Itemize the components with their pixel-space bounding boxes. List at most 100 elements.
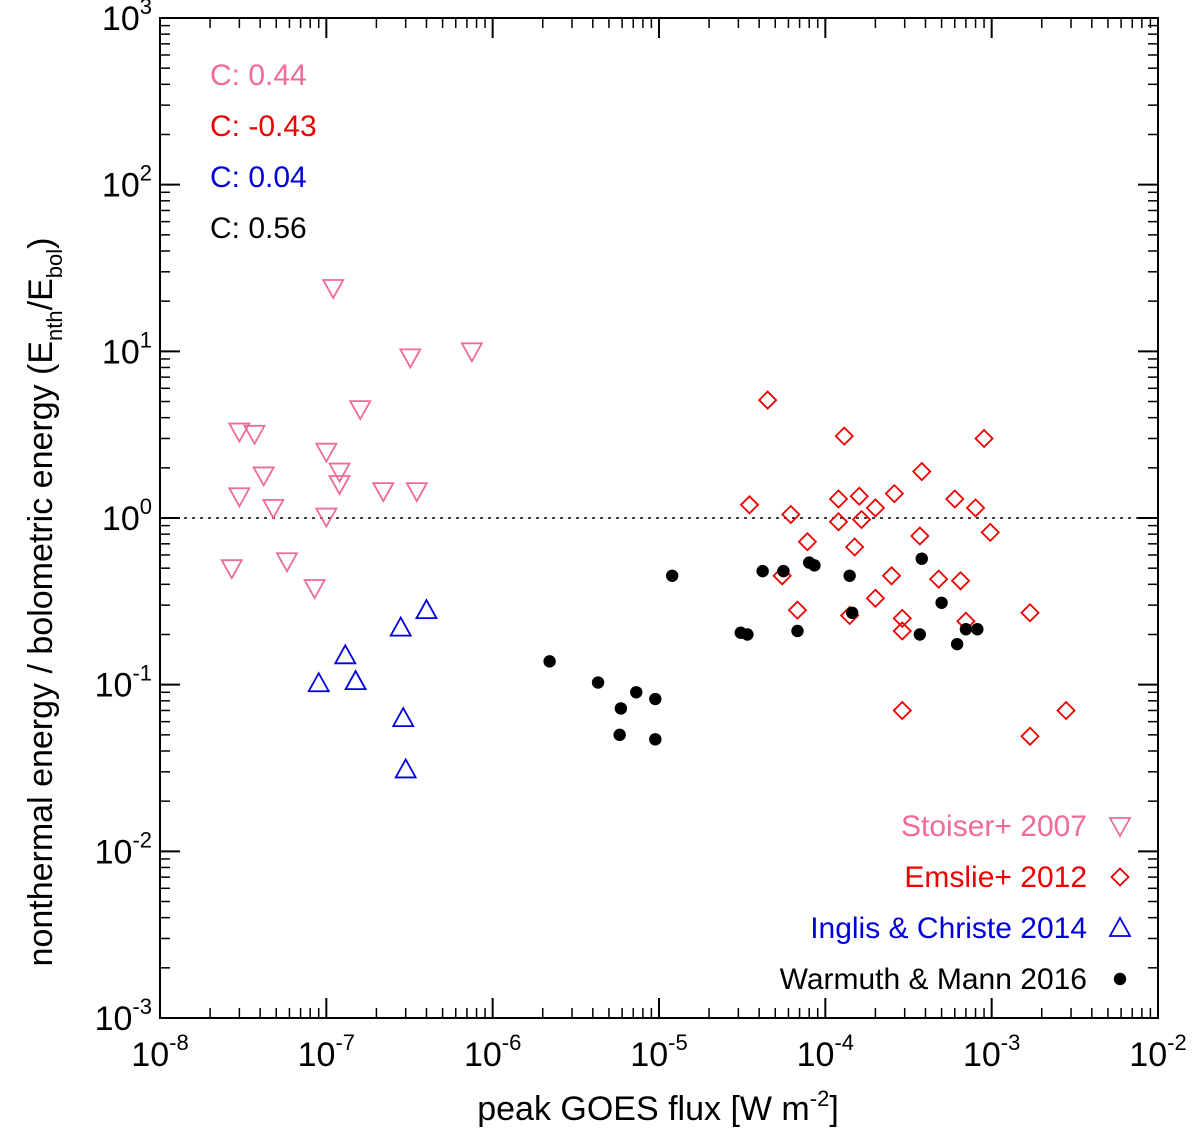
data-point — [844, 537, 865, 557]
y-tick-label: 103 — [102, 0, 152, 38]
data-point — [971, 623, 984, 636]
data-point — [787, 600, 808, 620]
legend-label: Inglis & Christe 2014 — [810, 912, 1087, 945]
data-point — [757, 390, 778, 410]
data-point — [865, 588, 886, 609]
correlation-label: C: 0.04 — [210, 161, 307, 194]
data-point — [843, 569, 856, 582]
legend-marker — [1110, 867, 1130, 887]
data-point — [797, 532, 818, 552]
legend-marker — [1108, 817, 1132, 838]
data-point — [327, 462, 352, 484]
y-tick-label: 10-1 — [95, 661, 152, 705]
series-group-2 — [307, 598, 439, 779]
data-point — [892, 700, 913, 721]
data-point — [543, 655, 556, 668]
data-point — [630, 686, 643, 699]
data-point — [344, 669, 368, 691]
data-point — [892, 621, 913, 641]
y-tick-label: 101 — [102, 327, 152, 371]
data-point — [321, 279, 345, 300]
data-point — [220, 559, 244, 581]
series-group-1 — [739, 390, 1076, 747]
legend-marker — [1108, 916, 1132, 937]
data-point — [849, 486, 870, 507]
legend-marker — [1113, 972, 1127, 986]
data-point — [261, 498, 285, 520]
data-point — [394, 757, 418, 779]
x-tick-label: 10-8 — [131, 1030, 188, 1074]
data-point — [314, 442, 338, 464]
data-point — [665, 569, 679, 582]
data-point — [333, 643, 357, 665]
data-point — [275, 552, 299, 574]
data-point — [834, 426, 855, 446]
data-point — [460, 342, 484, 364]
legend-label: Stoiser+ 2007 — [901, 810, 1087, 843]
data-point — [915, 552, 928, 565]
data-point — [398, 348, 422, 370]
data-point — [1020, 602, 1040, 623]
correlation-label: C: 0.44 — [210, 59, 307, 92]
data-point — [913, 628, 927, 641]
data-point — [959, 623, 973, 636]
data-point — [928, 569, 949, 589]
data-point — [314, 507, 338, 529]
data-point — [327, 475, 352, 496]
data-point — [307, 671, 331, 693]
data-point — [911, 461, 932, 482]
data-point — [808, 559, 821, 572]
data-point — [614, 702, 628, 715]
data-point — [591, 676, 605, 689]
data-point — [1056, 700, 1076, 721]
x-tick-label: 10-3 — [963, 1030, 1020, 1074]
correlation-label: C: 0.56 — [210, 212, 307, 245]
y-tick-label: 10-2 — [95, 827, 152, 871]
data-point — [227, 487, 251, 509]
data-point — [649, 692, 662, 706]
data-point — [881, 566, 902, 586]
series-group-0 — [220, 279, 484, 600]
data-point — [371, 482, 395, 503]
data-point — [865, 498, 886, 518]
data-point — [935, 596, 948, 609]
data-point — [405, 482, 429, 503]
legend-label: Warmuth & Mann 2016 — [780, 963, 1087, 996]
data-point — [227, 422, 251, 444]
data-point — [980, 522, 1000, 543]
data-point — [613, 728, 626, 742]
data-point — [828, 489, 849, 509]
data-point — [414, 598, 439, 620]
data-point — [965, 498, 986, 518]
legend-label: Emslie+ 2012 — [904, 861, 1087, 894]
x-tick-label: 10-4 — [797, 1030, 854, 1074]
data-point — [303, 579, 327, 600]
data-point — [950, 571, 971, 591]
x-axis-label: peak GOES flux [W m-2] — [477, 1086, 839, 1128]
data-point — [950, 637, 964, 651]
series-group-3 — [543, 552, 984, 746]
data-point — [756, 564, 769, 578]
data-point — [791, 624, 804, 638]
data-point — [739, 495, 760, 515]
correlation-label: C: -0.43 — [210, 110, 317, 143]
data-point — [910, 526, 930, 546]
x-tick-label: 10-2 — [1129, 1030, 1186, 1074]
data-point — [391, 706, 415, 728]
data-point — [944, 489, 965, 509]
data-point — [851, 509, 872, 530]
x-tick-label: 10-6 — [464, 1030, 521, 1074]
data-point — [781, 504, 801, 525]
x-tick-label: 10-5 — [630, 1030, 687, 1074]
data-point — [348, 400, 372, 421]
data-point — [892, 608, 913, 629]
data-point — [1020, 726, 1040, 747]
data-point — [828, 511, 849, 532]
data-point — [974, 428, 994, 449]
data-point — [777, 564, 790, 578]
data-point — [741, 628, 754, 641]
x-tick-label: 10-7 — [298, 1030, 355, 1074]
y-tick-label: 10-3 — [95, 994, 152, 1038]
